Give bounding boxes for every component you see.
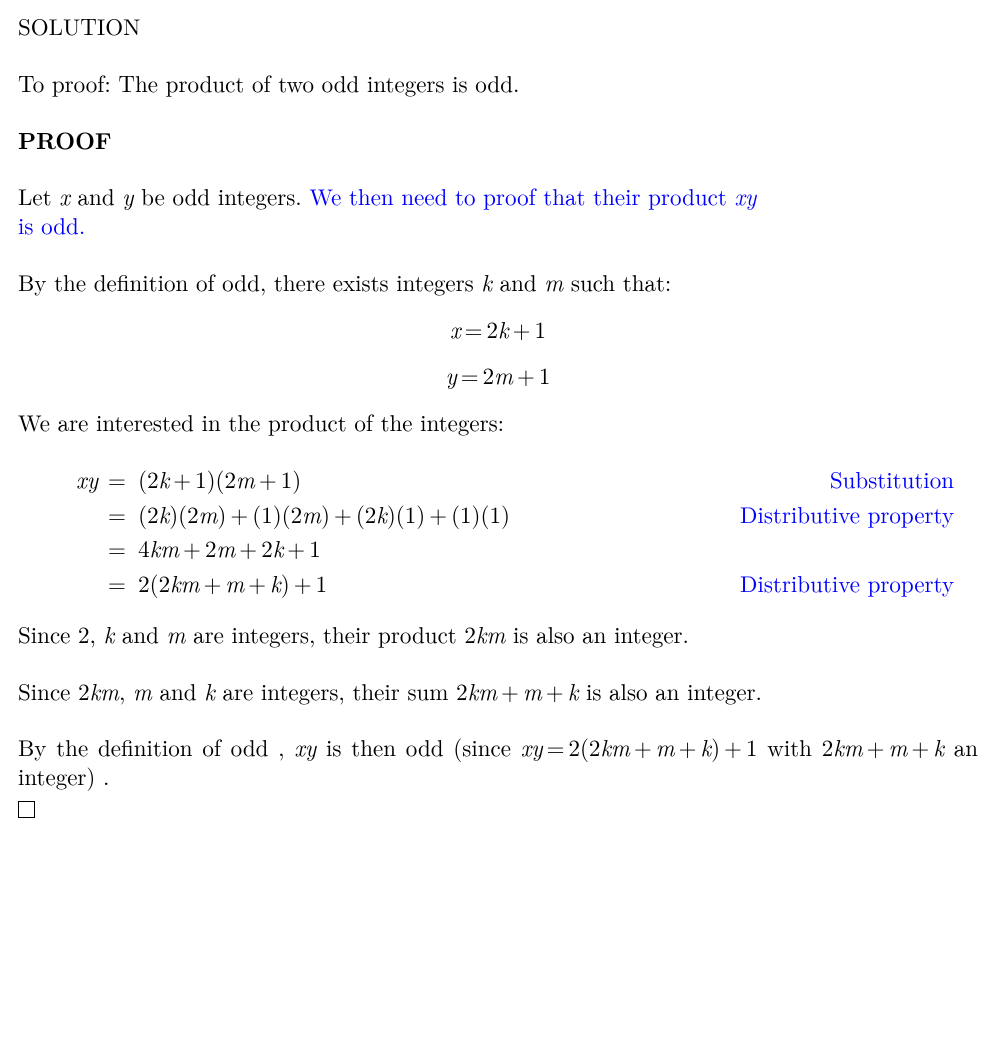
def-line: By the definition of odd, there exists i…	[18, 268, 978, 297]
since2-m: m	[133, 674, 152, 707]
concl-b: is then odd (since	[316, 730, 520, 763]
concl-xy: xy	[294, 730, 316, 763]
align-row-2: = (2k)(2m)+(1)(2m)+(2k)(1)+(1)(1) Distri…	[54, 500, 978, 529]
align-lhs: xy	[54, 465, 98, 494]
qed-box	[18, 795, 978, 824]
need-to-prove-var: xy	[734, 179, 756, 212]
align-rhs-3: = 4km+2m+2k+1	[98, 534, 321, 563]
let-mid2: be odd integers.	[133, 179, 309, 212]
since2-c: and	[152, 674, 204, 707]
align-rhs-1: = (2k+1)(2m+1)	[98, 465, 301, 494]
since1-prod: 2km	[464, 617, 505, 650]
var-m: m	[544, 265, 563, 298]
proof-heading: PROOF	[18, 126, 978, 155]
since1-a: Since 2,	[18, 617, 104, 650]
conclusion: By the definition of odd , xy is then od…	[18, 733, 978, 791]
def-and: and	[492, 265, 544, 298]
align-row-4: = 2(2km+m+k)+1 Distributive property	[54, 569, 978, 598]
since2-sum: 2km+m+k	[456, 674, 578, 707]
concl-c: with	[757, 730, 821, 763]
align-rhs-4: = 2(2km+m+k)+1	[98, 569, 327, 598]
since2-a: Since	[18, 674, 78, 707]
need-to-prove-2: is odd.	[18, 208, 85, 241]
align-note-1: Substitution	[806, 465, 978, 494]
since1-b: and	[114, 617, 166, 650]
equation-x: x=2k+1	[18, 315, 978, 344]
interest-line: We are interested in the product of the …	[18, 408, 978, 437]
since1-d: is also an integer.	[505, 617, 689, 650]
since-line-2: Since 2km, m and k are integers, their s…	[18, 677, 978, 706]
equation-y: y=2m+1	[18, 361, 978, 390]
concl-int: 2km+m+k	[822, 730, 944, 763]
since1-m: m	[167, 617, 186, 650]
let-line: Let x and y be odd integers. We then nee…	[18, 182, 978, 240]
align-rhs-2: = (2k)(2m)+(1)(2m)+(2k)(1)+(1)(1)	[98, 500, 510, 529]
aligned-equations: xy = (2k+1)(2m+1) Substitution = (2k)(2m…	[54, 465, 978, 598]
since1-c: are integers, their product	[185, 617, 464, 650]
since-line-1: Since 2, k and m are integers, their pro…	[18, 620, 978, 649]
since2-e: is also an integer.	[578, 674, 762, 707]
statement-to-prove: To proof: The product of two odd integer…	[18, 69, 978, 98]
heading-solution: SOLUTION	[18, 12, 978, 41]
var-k: k	[481, 265, 492, 298]
since2-t1: 2km	[78, 674, 119, 707]
align-row-3: = 4km+2m+2k+1	[54, 534, 978, 563]
align-note-2: Distributive property	[716, 500, 978, 529]
since2-d: are integers, their sum	[215, 674, 456, 707]
def-prefix: By the definition of odd, there exists i…	[18, 265, 481, 298]
align-row-1: xy = (2k+1)(2m+1) Substitution	[54, 465, 978, 494]
def-suffix: such that:	[563, 265, 671, 298]
align-note-4: Distributive property	[716, 569, 978, 598]
since2-k: k	[204, 674, 215, 707]
since2-b: ,	[119, 674, 133, 707]
since1-k: k	[104, 617, 115, 650]
concl-eq: xy=2(2km+m+k)+1	[521, 730, 758, 763]
var-y: y	[122, 179, 133, 212]
need-to-prove-1: We then need to proof that their product	[309, 179, 734, 212]
